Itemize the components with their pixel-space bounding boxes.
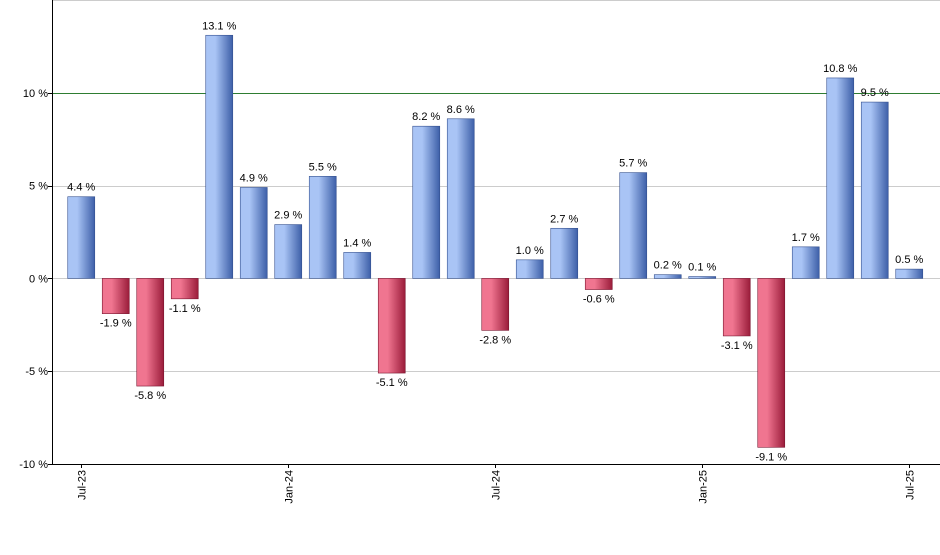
bar <box>791 246 820 279</box>
bar <box>446 118 475 279</box>
x-tick-label: Jan-25 <box>697 470 709 504</box>
bar <box>515 259 544 279</box>
data-label: 1.4 % <box>343 237 371 249</box>
data-label: -9.1 % <box>755 451 787 463</box>
data-label: 2.7 % <box>550 213 578 225</box>
bar <box>722 278 751 337</box>
bar <box>688 276 717 279</box>
data-label: 1.0 % <box>516 245 544 257</box>
data-label: 0.5 % <box>895 254 923 266</box>
bar <box>826 77 855 279</box>
bar <box>481 278 510 331</box>
bar <box>619 172 648 279</box>
data-label: 10.8 % <box>823 63 857 75</box>
data-label: -1.1 % <box>169 303 201 315</box>
data-label: 8.6 % <box>447 104 475 116</box>
data-label: -1.9 % <box>100 318 132 330</box>
y-tick-label: 10 % <box>23 88 48 100</box>
x-tick-label: Jul-25 <box>904 470 916 500</box>
data-label: 4.4 % <box>67 182 95 194</box>
bars <box>67 34 924 448</box>
bar <box>412 125 441 279</box>
data-label: 5.7 % <box>619 158 647 170</box>
y-tick-label: -10 % <box>19 459 48 471</box>
x-tick-label: Jan-24 <box>283 470 295 504</box>
data-label: -0.6 % <box>583 294 615 306</box>
bar <box>67 196 96 279</box>
bar <box>170 278 199 300</box>
y-tick-label: 0 % <box>29 273 48 285</box>
bar <box>308 176 337 279</box>
bar <box>653 274 682 279</box>
bar <box>239 187 268 279</box>
data-label: 8.2 % <box>412 111 440 123</box>
y-tick-label: -5 % <box>25 366 48 378</box>
bar <box>101 278 130 314</box>
data-label: 0.2 % <box>654 260 682 272</box>
bar <box>377 278 406 374</box>
x-tick-label: Jul-24 <box>490 470 502 500</box>
bar <box>274 224 303 279</box>
data-label: 5.5 % <box>309 161 337 173</box>
data-label: 1.7 % <box>792 232 820 244</box>
y-tick-label: 5 % <box>29 181 48 193</box>
data-label: 2.9 % <box>274 210 302 222</box>
y-tick-labels: 10 % 5 % 0 % -5 % -10 % <box>19 88 52 471</box>
data-label: 0.1 % <box>688 262 716 274</box>
data-label: 4.9 % <box>240 172 268 184</box>
data-label: -5.8 % <box>134 390 166 402</box>
bar <box>895 268 924 279</box>
data-label: -5.1 % <box>376 377 408 389</box>
data-labels: 4.4 % -1.9 % -5.8 % -1.1 % 13.1 % 4.9 % 2.9 % 5… <box>67 20 923 463</box>
bar <box>550 227 579 279</box>
bar <box>343 252 372 279</box>
x-tick-labels: Jul-23 Jan-24 Jul-24 Jan-25 Jul-25 <box>76 464 916 504</box>
bar <box>205 34 234 279</box>
data-label: 9.5 % <box>861 87 889 99</box>
bar <box>860 101 889 279</box>
x-tick-label: Jul-23 <box>76 470 88 500</box>
data-label: 13.1 % <box>202 20 236 32</box>
data-label: -3.1 % <box>721 340 753 352</box>
data-label: -2.8 % <box>479 334 511 346</box>
bar <box>757 278 786 448</box>
bar <box>136 278 165 387</box>
bar <box>584 278 613 290</box>
